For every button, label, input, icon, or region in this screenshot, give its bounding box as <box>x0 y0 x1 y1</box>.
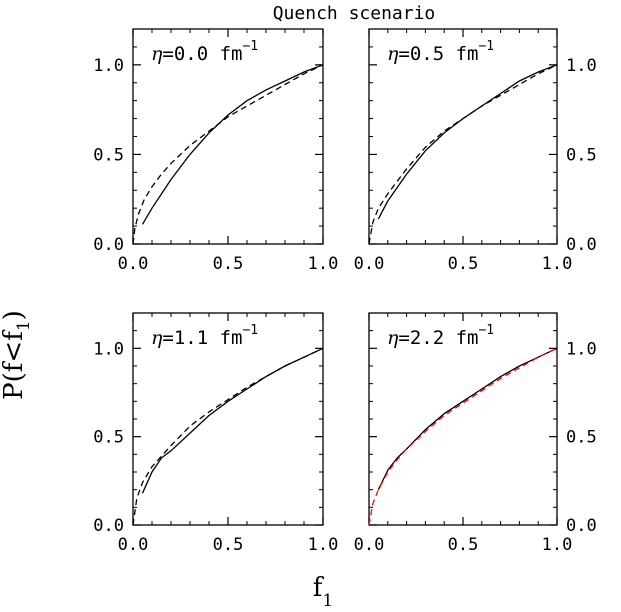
x-axis-label: f1 <box>313 573 333 611</box>
y-tick-label: 0.5 <box>93 145 124 165</box>
y-axis-label: P(f<f1) <box>0 310 34 400</box>
y-tick-label: 1.0 <box>566 339 597 359</box>
annotation-value: =0.0 <box>162 43 219 65</box>
panel-annotation: η=1.1 fm−1 <box>151 323 258 349</box>
annotation-exp: −1 <box>242 39 258 54</box>
y-tick-label: 0.0 <box>93 235 124 255</box>
x-tick-label: 0.5 <box>213 535 244 555</box>
x-tick-label: 1.0 <box>308 535 339 555</box>
y-tick-label: 1.0 <box>93 56 124 76</box>
annotation-eta: η <box>151 43 163 65</box>
series-dashed-line <box>368 64 558 245</box>
annotation-unit: fm <box>220 327 243 349</box>
annotation-value: =1.1 <box>162 327 219 349</box>
series-solid-line <box>141 64 324 225</box>
y-tick-label: 1.0 <box>566 56 597 76</box>
panel-annotation: η=0.0 fm−1 <box>151 39 258 65</box>
panel-top-right: 0.0 0.5 1.00.00.51.0η=0.5 fm−1 <box>354 28 597 274</box>
annotation-eta: η <box>387 43 399 65</box>
series-dashed-line <box>132 347 324 526</box>
y-axis-label-main: P(f<f <box>0 329 29 400</box>
y-tick-label: 0.5 <box>566 145 597 165</box>
series-solid-line <box>377 347 558 490</box>
panel-bottom-left: 0.0 0.5 1.0 0.0 0.5 1.0 η=1.1 fm−1 <box>93 312 339 555</box>
annotation-value: =0.5 <box>398 43 455 65</box>
series-solid-line <box>141 347 324 494</box>
y-tick-label: 1.0 <box>93 339 124 359</box>
y-tick-label: 0.0 <box>93 516 124 536</box>
x-tick-label: 0.0 <box>118 535 149 555</box>
x-tick-label: 0.5 <box>448 254 479 274</box>
x-tick-label: 0.0 <box>354 254 385 274</box>
y-axis-label-close: ) <box>0 310 29 320</box>
panel-annotation: η=2.2 fm−1 <box>387 323 494 349</box>
x-tick-label: 0.0 <box>118 254 149 274</box>
x-tick-label: 1.0 <box>308 254 339 274</box>
x-tick-label: 0.5 <box>213 254 244 274</box>
series-dashed-line <box>368 347 558 526</box>
x-tick-label: 0.5 <box>448 535 479 555</box>
panel-top-left: 0.0 0.5 1.0 0.0 0.5 1.0 η=0.0 fm−1 <box>93 28 339 274</box>
panel-bottom-right: 0.0 0.5 1.00.00.51.0η=2.2 fm−1 <box>354 312 597 555</box>
y-axis-label-sub: 1 <box>14 320 34 331</box>
figure-title: Quench scenario <box>273 3 436 24</box>
x-axis-label-main: f <box>313 573 325 603</box>
y-tick-label: 0.5 <box>566 428 597 448</box>
series-solid-line <box>377 64 558 220</box>
annotation-exp: −1 <box>478 39 494 54</box>
series-dashed-line <box>132 64 324 245</box>
annotation-eta: η <box>387 327 399 349</box>
x-tick-label: 1.0 <box>542 254 573 274</box>
panels: 0.0 0.5 1.00.00.51.0η=0.0 fm−10.0 0.5 1.00.0… <box>93 28 597 555</box>
annotation-exp: −1 <box>478 323 494 338</box>
y-tick-label: 0.0 <box>566 516 597 536</box>
x-tick-label: 1.0 <box>542 535 573 555</box>
y-tick-label: 0.0 <box>566 235 597 255</box>
x-tick-label: 0.0 <box>354 535 385 555</box>
annotation-unit: fm <box>456 327 479 349</box>
panel-annotation: η=0.5 fm−1 <box>387 39 494 65</box>
annotation-eta: η <box>151 327 163 349</box>
annotation-unit: fm <box>220 43 243 65</box>
annotation-unit: fm <box>456 43 479 65</box>
y-tick-label: 0.5 <box>93 428 124 448</box>
annotation-value: =2.2 <box>398 327 455 349</box>
annotation-exp: −1 <box>242 323 258 338</box>
x-axis-label-sub: 1 <box>322 591 333 611</box>
